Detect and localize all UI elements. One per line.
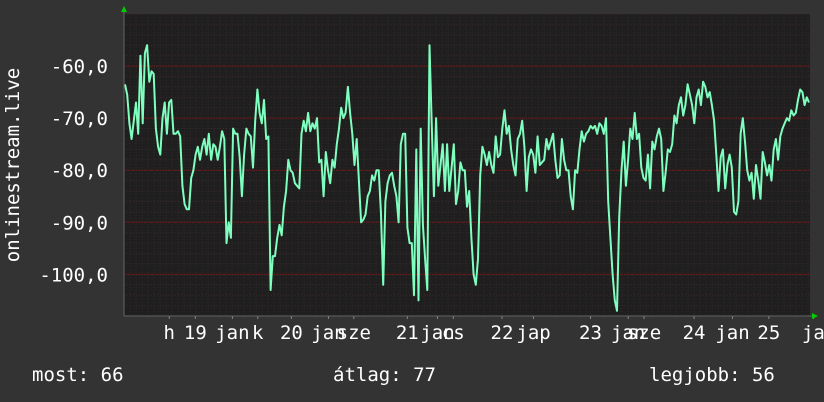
- x-tick-label: 25: [757, 322, 780, 344]
- series-line: [124, 44, 810, 312]
- x-tick-label: jan: [420, 322, 454, 344]
- best-value: legjobb: 56: [649, 364, 775, 386]
- major-grid: [124, 65, 810, 275]
- x-tick-label: k: [252, 322, 264, 344]
- x-axis-arrow-icon: [812, 313, 818, 319]
- y-axis-arrow-icon: [121, 6, 127, 12]
- current-value: most: 66: [32, 364, 124, 386]
- x-tick-label: 23: [579, 322, 602, 344]
- y-tick-label: -80,0: [51, 160, 108, 182]
- x-tick-label: 21: [396, 322, 419, 344]
- y-tick-label: -90,0: [51, 212, 108, 234]
- x-tick-label: cs: [442, 322, 465, 344]
- x-tick-label: 24: [683, 322, 706, 344]
- y-axis-label: onlinestream.live: [2, 68, 24, 262]
- x-tick-label: jap: [516, 322, 550, 344]
- average-value: átlag: 77: [333, 364, 436, 386]
- y-tick-label: -100,0: [39, 264, 108, 286]
- x-tick-label: sze: [337, 322, 371, 344]
- x-tick-label: 22: [491, 322, 514, 344]
- x-tick-label: jan: [611, 322, 645, 344]
- x-tick-label: 20: [280, 322, 303, 344]
- x-tick-label: jan: [715, 322, 749, 344]
- x-tick-label: jan: [215, 322, 249, 344]
- x-tick-label: 19: [184, 322, 207, 344]
- y-axis-ticks: -60,0 -70,0 -80,0 -90,0 -100,0: [39, 56, 108, 286]
- x-tick-label: jan: [311, 322, 345, 344]
- plot-area: [124, 14, 810, 316]
- y-tick-label: -70,0: [51, 108, 108, 130]
- x-tick-label: sze: [627, 322, 661, 344]
- stats-row: most: 66 átlag: 77 legjobb: 56: [0, 362, 824, 388]
- x-tick-label: h: [164, 322, 175, 344]
- x-tick-label: ja: [802, 322, 824, 344]
- y-tick-label: -60,0: [51, 56, 108, 78]
